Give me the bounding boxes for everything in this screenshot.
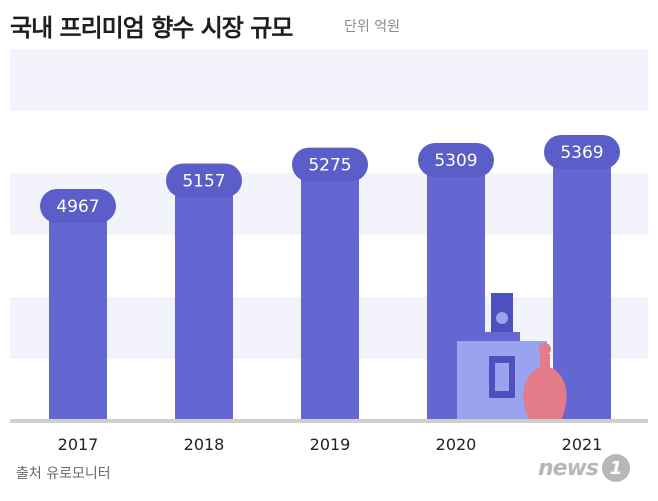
value-pill-2021 xyxy=(544,135,620,169)
data-labels: 4967 5157 5275 5309 5369 xyxy=(40,135,620,223)
bar-2017 xyxy=(49,206,107,421)
news1-logo: news 1 xyxy=(538,454,631,482)
bar-2019 xyxy=(301,164,359,421)
bar-2021 xyxy=(553,152,611,421)
bottle-label-window xyxy=(495,363,509,391)
logo-text: news xyxy=(538,455,599,481)
perfume-bottle xyxy=(523,366,567,422)
value-label-2017: 4967 xyxy=(56,197,99,217)
value-pill-2019 xyxy=(292,147,368,182)
x-tick-2018: 2018 xyxy=(184,435,225,454)
logo-badge: 1 xyxy=(602,454,631,482)
x-tick-labels: 2017 2018 2019 2020 2021 xyxy=(58,435,603,454)
band-1 xyxy=(10,49,648,111)
value-label-2019: 5275 xyxy=(308,156,351,176)
value-pill-2017 xyxy=(40,189,116,223)
value-pill-2020 xyxy=(418,143,494,178)
bar-2018 xyxy=(175,180,233,421)
x-tick-2021: 2021 xyxy=(562,435,603,454)
perfume-illustration xyxy=(457,293,567,422)
bottle-cap-dot xyxy=(496,312,508,324)
value-label-2018: 5157 xyxy=(182,171,225,191)
atomizer-bulb xyxy=(539,343,551,355)
x-tick-2020: 2020 xyxy=(436,435,477,454)
unit-label: 단위 억원 xyxy=(344,19,400,35)
bars xyxy=(49,152,611,422)
x-tick-2019: 2019 xyxy=(310,435,351,454)
value-label-2021: 5369 xyxy=(560,143,603,163)
atomizer-neck xyxy=(540,354,550,368)
value-label-2020: 5309 xyxy=(434,151,477,171)
value-pill-2018 xyxy=(166,163,242,198)
chart-title: 국내 프리미엄 향수 시장 규모 xyxy=(10,14,293,42)
source-note: 출처 유로모니터 xyxy=(16,466,111,482)
x-tick-2017: 2017 xyxy=(58,435,99,454)
